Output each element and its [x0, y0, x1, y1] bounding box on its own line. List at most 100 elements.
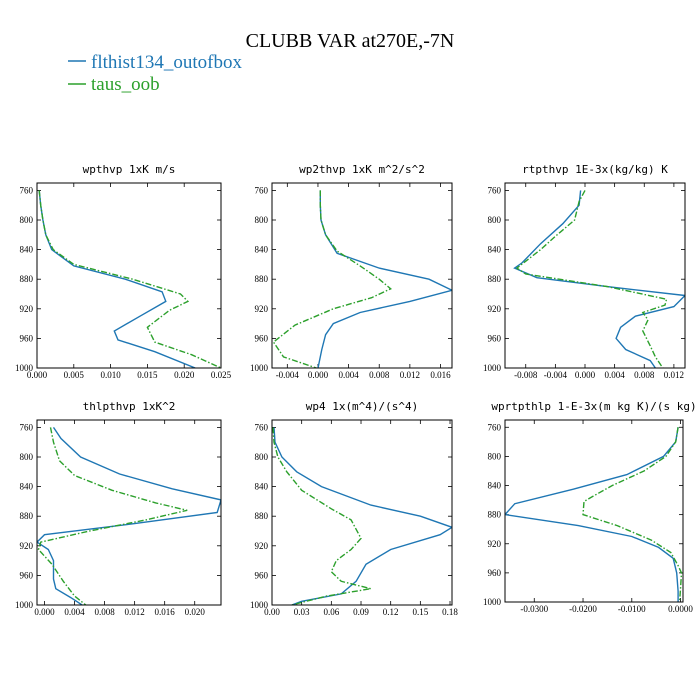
y-tick-label: 960	[488, 333, 502, 343]
y-tick-label: 920	[255, 304, 269, 314]
series-line-taus-oob	[582, 427, 683, 602]
x-tick-label: 0.0000	[668, 604, 693, 614]
x-tick-label: 0.00	[264, 607, 280, 617]
x-tick-label: 0.15	[412, 607, 428, 617]
plot-frame	[36, 182, 222, 369]
panel-title: wp2thvp 1xK m^2/s^2	[299, 163, 425, 176]
y-tick-label: 920	[20, 541, 34, 551]
series-line-flthist134	[38, 190, 196, 368]
panel-5: wp4 1x(m^4)/(s^4)76080084088092096010000…	[250, 400, 458, 617]
y-tick-label: 880	[20, 511, 34, 521]
y-tick-label: 1000	[15, 363, 34, 373]
y-tick-label: 840	[488, 245, 502, 255]
y-tick-label: 960	[488, 568, 502, 578]
y-tick-label: 880	[488, 510, 502, 520]
x-tick-label: 0.000	[575, 370, 596, 380]
series-line-flthist134	[273, 427, 452, 605]
y-tick-label: 760	[488, 185, 502, 195]
y-tick-label: 960	[255, 333, 269, 343]
y-tick-label: 1000	[483, 597, 502, 607]
y-tick-label: 920	[488, 304, 502, 314]
y-tick-label: 840	[255, 482, 269, 492]
x-tick-label: 0.025	[211, 370, 232, 380]
x-tick-label: 0.020	[185, 607, 206, 617]
y-tick-label: 760	[20, 422, 34, 432]
x-tick-label: 0.004	[605, 370, 626, 380]
y-tick-label: 840	[488, 481, 502, 491]
plot-frame	[271, 419, 453, 606]
panel-title: wprtpthlp 1-E-3x(m kg K)/(s kg)	[491, 400, 696, 413]
plot-frame	[504, 419, 684, 603]
y-tick-label: 760	[20, 185, 34, 195]
x-tick-label: 0.06	[323, 607, 339, 617]
series-line-taus-oob	[38, 190, 221, 368]
x-tick-label: -0.004	[276, 370, 300, 380]
y-tick-label: 800	[488, 215, 502, 225]
y-tick-label: 880	[20, 274, 34, 284]
legend: flthist134_outofbox taus_oob	[68, 52, 242, 95]
x-tick-label: 0.000	[34, 607, 55, 617]
y-tick-label: 760	[488, 422, 502, 432]
x-tick-label: 0.008	[634, 370, 655, 380]
panel-6: wprtpthlp 1-E-3x(m kg K)/(s kg) 760 800 840…	[483, 400, 697, 614]
x-tick-label: -0.0200	[569, 604, 597, 614]
y-tick-label: 960	[255, 570, 269, 580]
panels-group: wpthvp 1xK m/s76080084088092096010000.00…	[15, 163, 697, 617]
plot-frame	[504, 182, 686, 369]
x-tick-label: -0.008	[514, 370, 538, 380]
y-tick-label: 800	[20, 215, 34, 225]
y-tick-label: 800	[255, 215, 269, 225]
x-tick-label: 0.015	[137, 370, 158, 380]
series-line-flthist134	[505, 427, 679, 602]
y-tick-label: 880	[255, 511, 269, 521]
x-tick-label: 0.020	[174, 370, 195, 380]
panel-title: wp4 1x(m^4)/(s^4)	[306, 400, 419, 413]
x-tick-label: 0.000	[308, 370, 329, 380]
x-tick-label: 0.012	[400, 370, 420, 380]
x-tick-label: -0.0300	[520, 604, 548, 614]
x-tick-label: 0.008	[94, 607, 115, 617]
panel-4: thlpthvp 1xK^276080084088092096010000.00…	[15, 400, 222, 617]
series-line-flthist134	[317, 190, 452, 368]
x-tick-label: -0.0100	[618, 604, 646, 614]
x-tick-label: 0.12	[383, 607, 399, 617]
x-tick-label: 0.004	[64, 607, 85, 617]
x-tick-label: 0.03	[294, 607, 310, 617]
series-line-taus-oob	[515, 190, 668, 368]
panel-1: wpthvp 1xK m/s76080084088092096010000.00…	[15, 163, 232, 380]
y-tick-label: 920	[20, 304, 34, 314]
panel-title: rtpthvp 1E-3x(kg/kg) K	[522, 163, 668, 176]
y-tick-label: 880	[488, 274, 502, 284]
x-tick-label: 0.09	[353, 607, 369, 617]
y-tick-label: 800	[255, 452, 269, 462]
series-line-flthist134	[37, 427, 221, 605]
figure-title: CLUBB VAR at270E,-7N	[246, 30, 455, 52]
y-tick-label: 960	[20, 333, 34, 343]
legend-label-flthist134: flthist134_outofbox	[91, 52, 242, 73]
y-tick-label: 1000	[15, 600, 34, 610]
panel-title: wpthvp 1xK m/s	[83, 163, 176, 176]
plot-frame	[271, 182, 453, 369]
y-tick-label: 1000	[483, 363, 502, 373]
x-tick-label: 0.016	[155, 607, 176, 617]
series-line-taus-oob	[272, 190, 392, 368]
panel-title: thlpthvp 1xK^2	[83, 400, 176, 413]
y-tick-label: 760	[255, 185, 269, 195]
x-tick-label: -0.004	[544, 370, 568, 380]
y-tick-label: 800	[20, 452, 34, 462]
legend-label-taus-oob: taus_oob	[91, 74, 160, 95]
y-tick-label: 1000	[250, 600, 269, 610]
series-line-flthist134	[513, 190, 685, 368]
y-tick-label: 840	[20, 482, 34, 492]
y-tick-label: 880	[255, 274, 269, 284]
panel-3: rtpthvp 1E-3x(kg/kg) K 760 800 840 880 920 960…	[483, 163, 686, 380]
x-tick-label: 0.012	[664, 370, 684, 380]
x-tick-label: 0.010	[100, 370, 121, 380]
y-tick-label: 1000	[250, 363, 269, 373]
y-tick-label: 840	[255, 245, 269, 255]
x-tick-label: 0.18	[442, 607, 458, 617]
y-tick-label: 760	[255, 422, 269, 432]
x-tick-label: 0.016	[430, 370, 451, 380]
x-tick-label: 0.008	[369, 370, 390, 380]
